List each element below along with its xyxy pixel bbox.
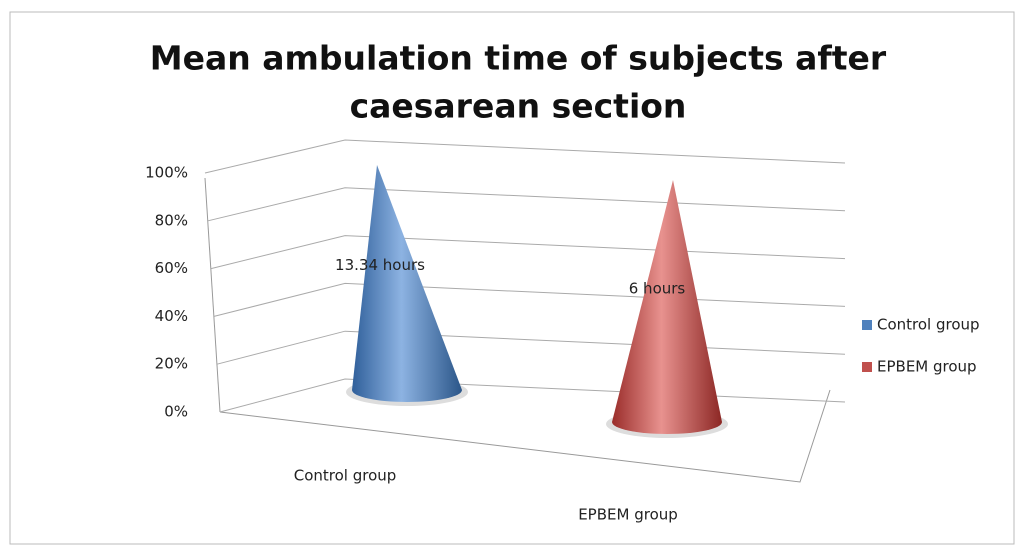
data-label: 6 hours xyxy=(629,280,686,298)
y-axis xyxy=(204,177,221,413)
legend-label: EPBEM group xyxy=(877,358,977,376)
y-tick-label: 0% xyxy=(164,403,188,421)
chart-title: caesarean section xyxy=(350,87,687,126)
y-tick-label: 80% xyxy=(155,211,188,229)
x-tick-label: EPBEM group xyxy=(578,506,678,524)
floor-edge xyxy=(219,389,831,483)
grid-line xyxy=(204,139,846,174)
legend-swatch xyxy=(862,320,872,330)
x-tick-label: Control group xyxy=(294,467,397,485)
y-tick-label: 100% xyxy=(145,164,188,182)
chart-title: Mean ambulation time of subjects after xyxy=(150,39,887,78)
chart-border xyxy=(9,11,1015,545)
legend-label: Control group xyxy=(877,316,980,334)
y-tick-label: 60% xyxy=(155,259,188,277)
cone xyxy=(612,180,722,434)
legend-swatch xyxy=(862,362,872,372)
grid-line xyxy=(207,187,846,222)
y-tick-label: 20% xyxy=(155,355,188,373)
y-tick-label: 40% xyxy=(155,307,188,325)
data-label: 13.34 hours xyxy=(335,256,425,274)
cone xyxy=(352,165,462,402)
